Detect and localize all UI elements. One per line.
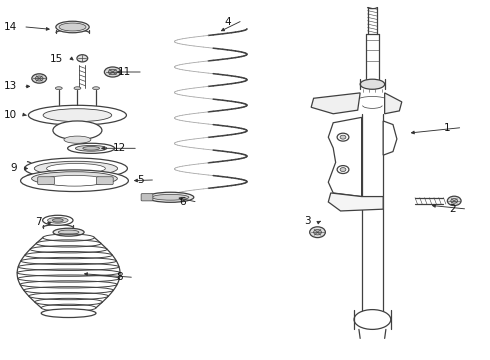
Ellipse shape xyxy=(43,175,106,186)
FancyBboxPatch shape xyxy=(38,177,54,185)
Ellipse shape xyxy=(104,67,121,77)
Text: 2: 2 xyxy=(449,204,456,214)
Ellipse shape xyxy=(47,163,105,174)
Ellipse shape xyxy=(34,161,118,176)
Ellipse shape xyxy=(314,230,321,235)
Ellipse shape xyxy=(56,21,89,33)
Ellipse shape xyxy=(35,76,43,81)
Ellipse shape xyxy=(64,136,91,143)
Ellipse shape xyxy=(451,199,458,203)
Text: 1: 1 xyxy=(444,123,451,133)
Ellipse shape xyxy=(447,196,461,206)
Ellipse shape xyxy=(108,69,117,75)
Ellipse shape xyxy=(52,219,63,222)
Ellipse shape xyxy=(53,228,84,236)
Ellipse shape xyxy=(337,133,349,141)
FancyBboxPatch shape xyxy=(141,194,153,201)
Text: 8: 8 xyxy=(116,272,122,282)
Polygon shape xyxy=(328,193,383,211)
Text: 10: 10 xyxy=(4,110,17,120)
Text: 9: 9 xyxy=(10,163,17,174)
Ellipse shape xyxy=(68,143,115,153)
Ellipse shape xyxy=(48,217,68,223)
FancyBboxPatch shape xyxy=(97,177,113,185)
Text: 7: 7 xyxy=(35,217,42,228)
Ellipse shape xyxy=(31,172,118,185)
Ellipse shape xyxy=(147,192,194,202)
Ellipse shape xyxy=(340,135,346,139)
Ellipse shape xyxy=(21,170,128,192)
Ellipse shape xyxy=(152,194,189,200)
Ellipse shape xyxy=(53,121,102,140)
Ellipse shape xyxy=(43,109,112,122)
Text: 13: 13 xyxy=(4,81,17,91)
Ellipse shape xyxy=(43,215,73,225)
Ellipse shape xyxy=(337,166,349,174)
Text: 3: 3 xyxy=(304,216,311,226)
Ellipse shape xyxy=(310,227,325,238)
Text: 12: 12 xyxy=(113,143,126,153)
Text: 4: 4 xyxy=(224,17,231,27)
Ellipse shape xyxy=(55,87,62,90)
Ellipse shape xyxy=(354,310,391,329)
Ellipse shape xyxy=(28,105,126,125)
Polygon shape xyxy=(383,121,397,155)
Text: 15: 15 xyxy=(49,54,63,64)
Ellipse shape xyxy=(74,87,81,90)
Ellipse shape xyxy=(24,158,127,179)
Text: 6: 6 xyxy=(179,197,186,207)
Text: 11: 11 xyxy=(118,67,131,77)
Text: 5: 5 xyxy=(137,175,144,185)
Polygon shape xyxy=(311,93,360,114)
Text: 14: 14 xyxy=(4,22,17,32)
Ellipse shape xyxy=(83,147,99,150)
Polygon shape xyxy=(385,93,402,114)
Ellipse shape xyxy=(59,23,86,31)
Ellipse shape xyxy=(58,230,79,234)
Ellipse shape xyxy=(32,74,47,83)
Polygon shape xyxy=(328,117,362,197)
Ellipse shape xyxy=(77,55,88,62)
Ellipse shape xyxy=(93,87,99,90)
Ellipse shape xyxy=(340,168,346,171)
Ellipse shape xyxy=(41,309,96,318)
Ellipse shape xyxy=(360,79,385,89)
Ellipse shape xyxy=(75,145,107,151)
